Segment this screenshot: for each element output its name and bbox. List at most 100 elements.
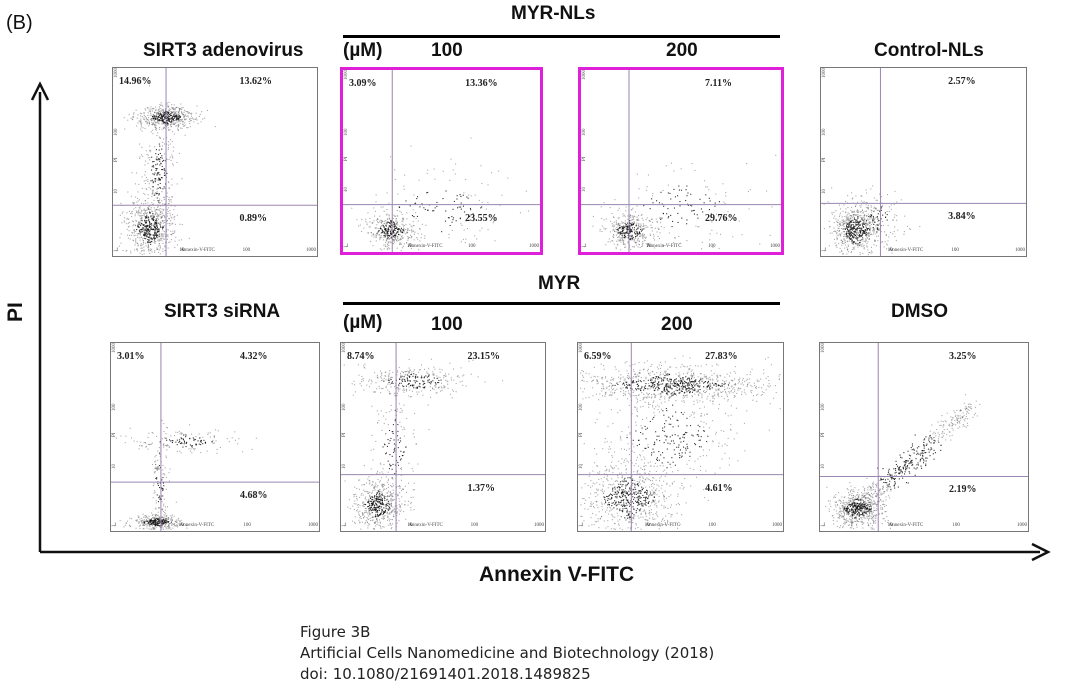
quadrant-value-upper-right: 4.32%: [239, 351, 268, 362]
plot-svg: [111, 343, 319, 531]
quadrant-value-upper-right: 13.62%: [239, 76, 272, 87]
x-tick-label: 1: [344, 523, 347, 528]
quadrant-value-lower-right: 2.19%: [948, 484, 977, 496]
quadrant-value-upper-left: 14.96%: [119, 76, 152, 87]
mini-x-axis-label: Annexin-V-FITC: [647, 244, 682, 249]
x-tick-label: 1: [581, 523, 584, 528]
quadrant-value-upper-right: 23.15%: [467, 351, 500, 362]
x-tick-label: 100: [952, 523, 960, 528]
x-tick-label: 1000: [529, 244, 539, 249]
quadrant-value-upper-right: 2.57%: [948, 76, 976, 87]
plot-svg: [343, 70, 540, 252]
mini-x-axis-label: Annexin-V-FITC: [888, 248, 924, 253]
flow-plot-myr-100: 8.74% 23.15% 1.37% 1 10 100 1000 Annexin-V-FITC…: [340, 342, 546, 532]
event-dots: [580, 355, 781, 531]
x-tick-label: 1000: [534, 523, 544, 528]
panel-title-4: Control-NLs: [874, 40, 984, 61]
x-tick-label: 1: [116, 248, 119, 253]
x-tick-label: 10: [407, 244, 412, 249]
quadrant-value-upper-right: 13.36%: [465, 78, 498, 89]
y-axis-arrow: [30, 81, 50, 101]
group-label-myr-nls: MYR-NLs: [511, 3, 596, 24]
plot-svg: [341, 343, 545, 531]
event-dots: [823, 185, 921, 256]
plot-svg: [113, 68, 317, 256]
conc-unit-bottom: (µM): [343, 312, 383, 333]
group-line-myr-nls: [343, 35, 780, 38]
flow-plot-myr-200: 6.59% 27.83% 4.61% 1 10 100 1000 Annexin-V-FITC…: [577, 342, 784, 532]
mini-x-axis-label: Annexin-V-FITC: [179, 523, 215, 528]
quadrant-value-lower-right: 3.84%: [948, 211, 976, 223]
quadrant-value-lower-right: 4.61%: [705, 482, 733, 494]
quadrant-value-upper-left: 3.01%: [117, 351, 145, 362]
x-tick-label: 100: [242, 248, 251, 253]
panel-title-6: 100: [431, 314, 463, 335]
x-tick-label: 100: [951, 248, 959, 253]
caption-line-2: Artificial Cells Nanomedicine and Biotec…: [300, 644, 715, 662]
x-tick-label: 100: [470, 523, 479, 528]
mini-x-axis-label: Annexin-V-FITC: [888, 523, 924, 528]
caption-line-3: doi: 10.1080/21691401.2018.1489825: [300, 665, 591, 683]
quadrant-value-upper-right: 3.25%: [948, 351, 977, 362]
x-tick-label: 1000: [770, 244, 780, 249]
x-tick-label: 100: [468, 244, 476, 249]
flow-plot-sirt3-sirna: 3.01% 4.32% 4.68% 1 10 100 1000 Annexin-V-FITC 1…: [110, 342, 320, 532]
x-tick-label: 10: [887, 248, 893, 253]
quadrant-value-lower-right: 4.68%: [239, 490, 268, 502]
x-tick-label: 10: [644, 523, 650, 528]
x-tick-label: 100: [708, 523, 716, 528]
mini-x-axis-label: Annexin-V-FITC: [408, 523, 443, 528]
plot-svg: [820, 343, 1028, 531]
x-tick-label: 1000: [308, 523, 318, 528]
quadrant-value-lower-right: 0.89%: [239, 213, 267, 225]
x-tick-label: 1: [824, 248, 827, 253]
x-tick-label: 1000: [306, 248, 316, 253]
event-dots: [343, 358, 504, 530]
x-tick-label: 10: [178, 523, 184, 528]
quadrant-value-lower-right: 1.37%: [467, 482, 495, 494]
event-dots: [592, 154, 777, 251]
x-tick-label: 10: [179, 248, 185, 253]
panel-title-5: SIRT3 siRNA: [164, 301, 281, 322]
event-dots: [345, 137, 530, 252]
x-tick-label: 1000: [1017, 523, 1027, 528]
quadrant-value-upper-left: 8.74%: [347, 351, 375, 362]
mini-x-axis-label: Annexin-V-FITC: [408, 244, 443, 249]
quadrant-value-lower-right: 29.76%: [705, 212, 738, 224]
panel-title-3: 200: [666, 40, 698, 61]
x-axis-title: Annexin V-FITC: [479, 563, 635, 586]
mini-x-axis-label: Annexin-V-FITC: [180, 248, 215, 253]
event-dots: [118, 85, 216, 256]
quadrant-value-upper-right: 27.83%: [705, 351, 738, 362]
x-tick-label: 100: [708, 244, 716, 249]
flow-plot-dmso: 3.25% 2.19% 1 10 100 1000 Annexin-V-FITC 1 10 100…: [819, 342, 1029, 532]
x-tick-label: 100: [243, 523, 251, 528]
x-tick-label: 1: [823, 523, 826, 528]
plot-svg: [581, 70, 781, 252]
x-tick-label: 1: [114, 523, 117, 528]
caption-line-1: Figure 3B: [300, 623, 371, 641]
group-line-myr: [343, 302, 780, 305]
plot-svg: [578, 343, 783, 531]
x-tick-label: 1000: [1015, 248, 1025, 253]
panel-title-2: 100: [431, 40, 463, 61]
panel-title-8: DMSO: [891, 301, 948, 322]
quadrant-value-upper-right: 7.11%: [705, 78, 732, 89]
x-tick-label: 1: [584, 244, 587, 249]
y-axis-title: PI: [4, 302, 27, 322]
flow-plot-control-nls: 2.57% 3.84% 1 10 100 1000 Annexin-V-FITC 1 10 100…: [820, 67, 1027, 257]
quadrant-value-upper-left: 6.59%: [584, 351, 612, 362]
flow-plot-myr-nls-100: 3.09% 13.36% 23.55% 1 10 100 1000 Annexin-V-FIT…: [340, 67, 543, 255]
quadrant-value-lower-right: 23.55%: [465, 212, 498, 224]
group-label-myr: MYR: [538, 273, 581, 294]
event-dots: [825, 394, 981, 530]
x-tick-label: 1: [346, 244, 349, 249]
conc-unit-top: (µM): [343, 40, 383, 61]
flow-plot-myr-nls-200: 7.11% 29.76% 1 10 100 1000 Annexin-V-FITC 1 10 10…: [578, 67, 784, 255]
panel-title-1: SIRT3 adenovirus: [143, 40, 304, 61]
panel-title-7: 200: [661, 314, 693, 335]
mini-x-axis-label: Annexin-V-FITC: [645, 523, 681, 528]
x-tick-label: 10: [646, 244, 651, 249]
x-tick-label: 1000: [772, 523, 782, 528]
